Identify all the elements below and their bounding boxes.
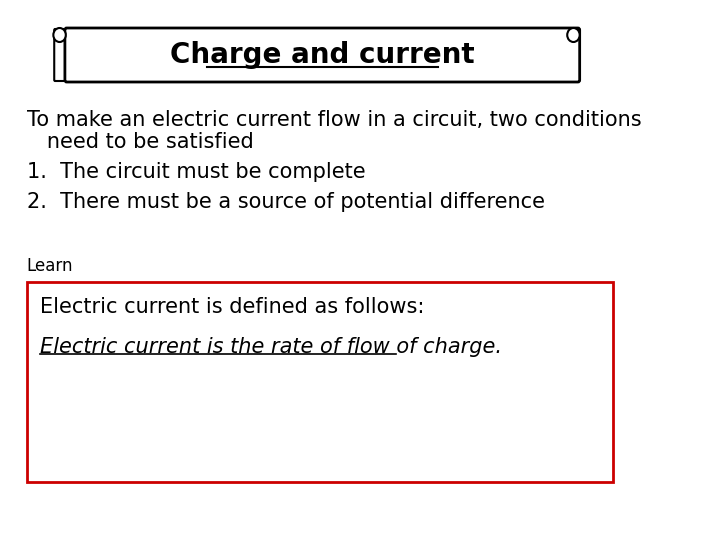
Text: 2.  There must be a source of potential difference: 2. There must be a source of potential d… (27, 192, 544, 212)
Circle shape (567, 28, 580, 42)
Text: Electric current is defined as follows:: Electric current is defined as follows: (40, 297, 424, 317)
FancyBboxPatch shape (54, 29, 72, 81)
FancyBboxPatch shape (65, 28, 580, 82)
Text: Learn: Learn (27, 257, 73, 275)
Text: Charge and current: Charge and current (170, 41, 474, 69)
Bar (27, 282, 613, 482)
Circle shape (53, 28, 66, 42)
Text: Electric current is the rate of flow of charge.: Electric current is the rate of flow of … (40, 337, 502, 357)
Text: 1.  The circuit must be complete: 1. The circuit must be complete (27, 162, 365, 182)
Text: need to be satisfied: need to be satisfied (27, 132, 253, 152)
Text: To make an electric current flow in a circuit, two conditions: To make an electric current flow in a ci… (27, 110, 642, 130)
